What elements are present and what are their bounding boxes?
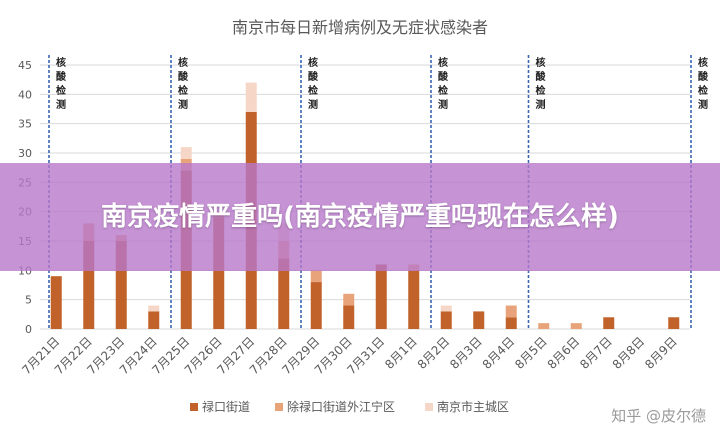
bar-3-4 — [148, 305, 160, 312]
test-marker-char: 核 — [56, 56, 66, 69]
x-tick-label: 8月4日 — [480, 334, 518, 372]
x-tick-label: 8月9日 — [642, 334, 680, 372]
bar-2-15 — [505, 305, 517, 318]
bar-1-14 — [473, 311, 485, 329]
bar-1-13 — [440, 311, 452, 329]
chart-title: 南京市每日新增病例及无症状感染者 — [232, 18, 488, 37]
bar-1-12 — [408, 270, 420, 329]
bar-1-1 — [50, 276, 62, 329]
headline-banner: 南京疫情严重吗(南京疫情严重吗现在怎么样) — [0, 163, 720, 271]
bar-2-16 — [538, 323, 550, 329]
test-marker-char: 检 — [56, 84, 66, 97]
test-marker-char: 检 — [178, 84, 188, 97]
bar-2-9 — [310, 270, 322, 283]
bar-1-4 — [148, 311, 160, 329]
x-tick-label: 8月6日 — [545, 334, 583, 372]
test-marker-char: 检 — [698, 84, 708, 97]
test-marker-char: 酸 — [308, 70, 319, 83]
test-marker-char: 核 — [438, 56, 448, 69]
x-tick-label: 8月7日 — [577, 334, 615, 372]
bar-1-11 — [375, 264, 387, 329]
legend-label-1: 禄口街道 — [202, 399, 250, 414]
legend-label-2: 除禄口街道外江宁区 — [287, 399, 395, 414]
test-marker-char: 核 — [536, 56, 546, 69]
test-marker-char: 核 — [698, 56, 708, 69]
x-tick-label: 8月2日 — [415, 334, 453, 372]
bar-1-15 — [505, 317, 517, 329]
bar-1-6 — [213, 217, 225, 329]
legend-label-3: 南京市主城区 — [437, 399, 509, 414]
bar-3-5 — [180, 147, 192, 159]
bar-3-7 — [245, 82, 257, 112]
bar-1-2 — [83, 241, 95, 329]
y-tick-label: 40 — [18, 88, 32, 101]
test-marker-char: 检 — [308, 84, 318, 97]
test-marker-char: 酸 — [536, 70, 547, 83]
legend-swatch-1 — [190, 403, 198, 411]
bar-1-20 — [668, 317, 680, 329]
y-tick-label: 30 — [18, 147, 32, 160]
legend-swatch-3 — [425, 403, 433, 411]
bar-1-8 — [278, 258, 290, 329]
y-tick-label: 45 — [18, 59, 32, 72]
test-marker-char: 测 — [56, 98, 66, 111]
bar-2-10 — [343, 293, 355, 306]
headline-text: 南京疫情严重吗(南京疫情严重吗现在怎么样) — [101, 202, 619, 232]
test-marker-char: 酸 — [56, 70, 67, 83]
bar-1-18 — [603, 317, 615, 329]
bar-1-9 — [310, 282, 322, 329]
test-marker-char: 检 — [536, 84, 546, 97]
test-marker-char: 酸 — [178, 70, 189, 83]
y-tick-label: 5 — [25, 294, 32, 307]
bar-1-10 — [343, 305, 355, 329]
test-marker-char: 测 — [438, 98, 448, 111]
x-axis-labels: 7月21日7月22日7月23日7月24日7月25日7月26日7月27日7月28日… — [19, 334, 680, 377]
bar-1-3 — [115, 241, 127, 329]
legend-swatch-2 — [275, 403, 283, 411]
test-marker-char: 测 — [536, 98, 546, 111]
x-tick-label: 8月8日 — [610, 334, 648, 372]
test-marker-char: 酸 — [438, 70, 449, 83]
bar-2-17 — [570, 323, 582, 329]
legend: 禄口街道 除禄口街道外江宁区 南京市主城区 — [190, 399, 509, 414]
test-marker-char: 酸 — [698, 70, 709, 83]
watermark: 知乎 @皮尔德 — [611, 407, 706, 425]
test-marker-char: 核 — [178, 56, 188, 69]
test-marker-char: 测 — [308, 98, 318, 111]
test-marker-char: 核 — [308, 56, 318, 69]
y-tick-label: 35 — [18, 118, 32, 131]
x-tick-label: 8月1日 — [382, 334, 420, 372]
bar-3-13 — [440, 305, 452, 312]
y-tick-label: 0 — [25, 323, 32, 336]
x-tick-label: 8月3日 — [447, 334, 485, 372]
x-tick-label: 8月5日 — [512, 334, 550, 372]
test-marker-char: 检 — [438, 84, 448, 97]
test-marker-char: 测 — [698, 98, 708, 111]
test-marker-char: 测 — [178, 98, 188, 111]
